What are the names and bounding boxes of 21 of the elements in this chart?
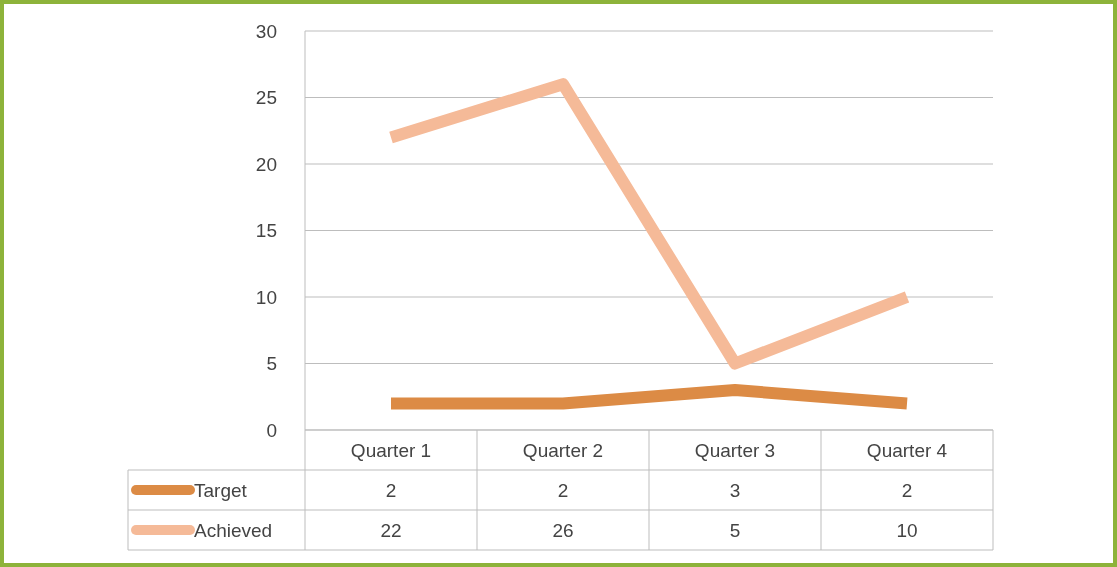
y-tick-label: 15 — [255, 220, 277, 242]
x-tick-label: Quarter 4 — [866, 439, 948, 461]
y-tick-label: 20 — [255, 153, 277, 175]
data-label: 2 — [385, 479, 397, 501]
data-label: 3 — [729, 479, 741, 501]
y-tick-label: 10 — [255, 286, 277, 308]
data-label: 5 — [729, 519, 741, 541]
y-tick-label: 30 — [255, 20, 277, 42]
data-label: 10 — [896, 519, 918, 541]
data-label: 26 — [552, 519, 574, 541]
y-tick-label: 25 — [255, 87, 277, 109]
x-tick-label: Quarter 3 — [694, 439, 776, 461]
legend-label: Target — [194, 479, 248, 501]
data-label: 2 — [901, 479, 913, 501]
y-tick-label: 5 — [266, 353, 277, 375]
y-tick-label: 0 — [266, 419, 277, 441]
data-label: 22 — [380, 519, 402, 541]
x-tick-label: Quarter 1 — [350, 439, 432, 461]
x-tick-label: Quarter 2 — [522, 439, 604, 461]
legend-label: Achieved — [194, 519, 273, 541]
data-label: 2 — [557, 479, 569, 501]
